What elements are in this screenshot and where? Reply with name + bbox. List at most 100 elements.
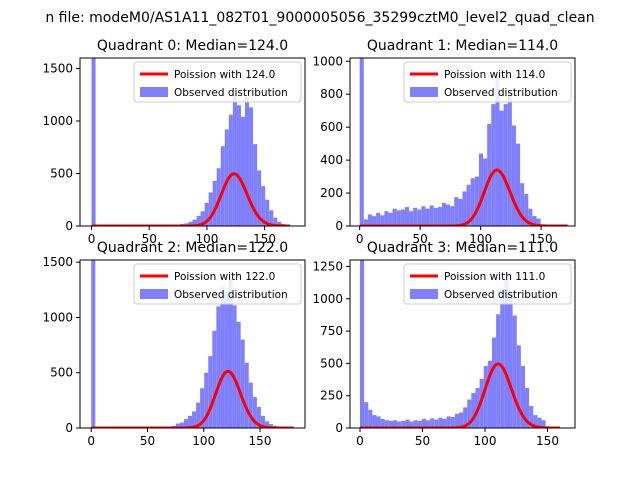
hist-bar [200, 388, 205, 428]
hist-bar [376, 212, 381, 226]
y-tick-label: 200 [320, 186, 343, 200]
hist-bar [515, 143, 521, 226]
hist-bar [454, 197, 459, 226]
hist-bar [528, 208, 533, 226]
x-tick-label: 150 [536, 434, 559, 448]
hist-bar [376, 416, 381, 428]
hist-bar [537, 417, 542, 428]
hist-bar [252, 397, 257, 428]
x-tick-label: 50 [413, 232, 428, 246]
x-tick-label: 150 [249, 434, 272, 448]
hist-bar [504, 278, 509, 428]
figure-suptitle: n file: modeM0/AS1A11_082T01_9000005056_… [45, 10, 594, 26]
hist-bar [360, 260, 365, 428]
hist-bar [507, 92, 512, 226]
hist-bar [244, 362, 249, 428]
hist-bar [533, 415, 538, 428]
hist-bar [467, 399, 472, 428]
hist-bar [421, 206, 426, 226]
hist-bar [249, 107, 254, 226]
hist-bar [367, 214, 373, 226]
hist-bar [277, 221, 282, 226]
hist-bar [363, 219, 368, 226]
hist-bar [409, 421, 414, 428]
hist-bar [446, 416, 451, 428]
legend-patch-swatch [410, 87, 438, 97]
hist-bar [483, 365, 488, 428]
hist-bar [372, 216, 377, 226]
hist-bar [500, 288, 505, 428]
x-tick-label: 50 [140, 434, 155, 448]
hist-bar [409, 211, 414, 226]
hist-bar [492, 337, 497, 428]
y-tick-label: 1500 [42, 255, 73, 269]
hist-bar [236, 105, 241, 226]
hist-bar [421, 418, 426, 428]
hist-bar [224, 290, 229, 428]
x-tick-label: 0 [87, 434, 95, 448]
hist-bar [245, 96, 250, 226]
hist-bar [260, 415, 265, 428]
hist-bar [459, 412, 464, 428]
plot-area [91, 260, 294, 428]
hist-bar [257, 170, 262, 226]
hist-bar [228, 114, 233, 226]
legend-box [133, 263, 302, 305]
hist-bar [192, 219, 197, 226]
hist-bar [264, 421, 269, 428]
hist-bar [212, 330, 217, 428]
hist-bar [417, 209, 422, 226]
hist-bar [446, 204, 451, 226]
hist-bar [208, 192, 213, 226]
hist-bar [413, 207, 418, 226]
x-tick-label: 100 [469, 232, 492, 246]
hist-bar [232, 94, 237, 226]
subplot-quadrant-1: 0 50 100 150 0 200 400 600 800 1000 Quadrant 1: Me… [312, 38, 576, 246]
hist-bar [183, 419, 188, 428]
y-tick-label: 500 [320, 356, 343, 370]
hist-bar [384, 420, 389, 428]
y-tick-label: 400 [320, 153, 343, 167]
hist-bar [450, 417, 455, 428]
x-tick-label: 150 [253, 232, 276, 246]
y-tick-label: 1500 [42, 62, 73, 76]
legend: Poission with 124.0 Observed distribution [133, 61, 302, 103]
hist-bar [192, 411, 197, 428]
hist-bar [495, 76, 500, 226]
hist-bar [487, 123, 492, 226]
hist-bar [512, 315, 517, 428]
y-tick-label: 250 [320, 389, 343, 403]
x-tick-label: 100 [195, 232, 218, 246]
hist-bar [240, 116, 245, 226]
axes-frame [79, 57, 306, 227]
hist-bar [220, 146, 225, 226]
hist-bar [450, 206, 455, 226]
hist-bar [392, 208, 397, 226]
hist-bar [404, 207, 410, 226]
hist-bar [442, 418, 447, 428]
subplot-title: Quadrant 3: Median=111.0 [367, 240, 558, 256]
y-tick-label: 1250 [312, 259, 343, 273]
y-tick-label: 1000 [312, 292, 343, 306]
hist-bar [400, 209, 405, 226]
hist-bar [236, 321, 241, 428]
hist-bar [364, 402, 369, 428]
hist-bar [269, 210, 274, 226]
y-tick-label: 500 [50, 167, 73, 181]
hist-bar [253, 144, 258, 226]
hist-bar [441, 202, 447, 226]
hist-bar [204, 202, 209, 226]
plot-area [359, 58, 568, 226]
hist-bar [474, 176, 479, 226]
hist-bar [200, 211, 205, 226]
hist-bar [413, 420, 418, 428]
hist-bar [463, 407, 468, 428]
hist-bar [525, 387, 530, 428]
y-tick-label: 0 [335, 421, 343, 435]
hist-bar [520, 365, 525, 428]
legend: Poission with 122.0 Observed distribution [133, 263, 302, 305]
legend-label-poisson: Poission with 124.0 [174, 69, 275, 81]
